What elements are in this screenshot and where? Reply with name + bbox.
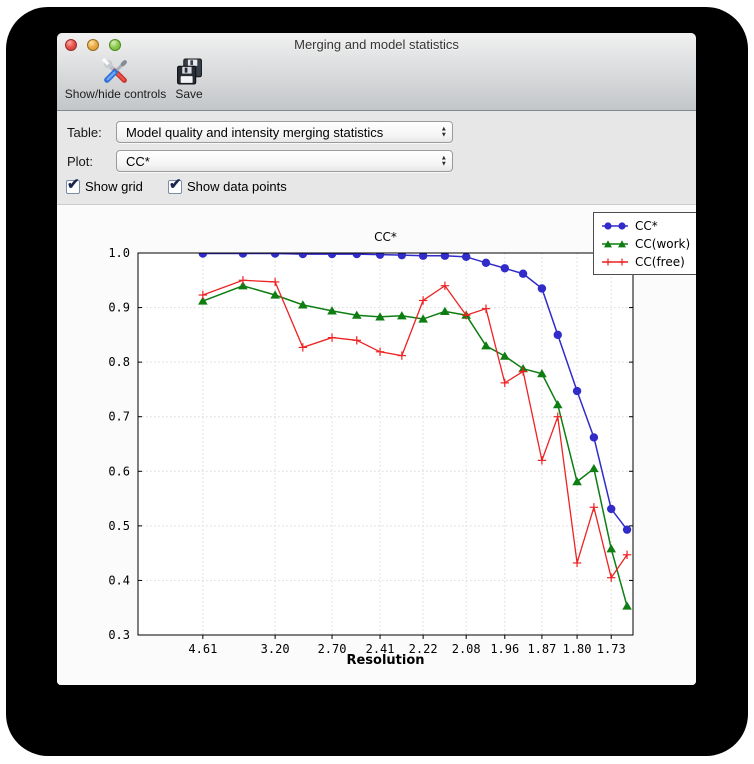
legend-marker	[602, 239, 628, 247]
x-axis-label: Resolution	[346, 653, 425, 668]
checkbox-show-data-points[interactable]: Show data points	[168, 179, 287, 194]
svg-text:0.5: 0.5	[108, 519, 130, 533]
svg-text:0.8: 0.8	[108, 355, 130, 369]
table-label: Table:	[67, 125, 102, 140]
chart-svg: 4.61 3.20 2.70 2.41 2.22 2.08 1.96 1.87 1.80 1.73…	[108, 246, 634, 656]
stepper-icon	[441, 156, 447, 167]
svg-text:1.73: 1.73	[597, 642, 626, 656]
check-icon	[66, 179, 80, 194]
tools-icon	[102, 58, 127, 83]
checkbox-show-grid[interactable]: Show grid	[66, 179, 143, 194]
legend-item: CC(work)	[600, 235, 690, 252]
zoom-button[interactable]	[109, 39, 121, 51]
toolbar-button-label: Save	[175, 87, 203, 101]
legend-marker	[602, 221, 628, 230]
legend: CC* CC(work) CC(free)	[593, 212, 696, 275]
legend-marker	[602, 258, 628, 265]
legend-label: CC(work)	[635, 236, 691, 251]
titlebar: Merging and model statistics	[57, 33, 696, 55]
svg-text:0.6: 0.6	[108, 464, 130, 478]
svg-text:1.80: 1.80	[563, 642, 592, 656]
checkbox-label: Show grid	[85, 179, 143, 194]
svg-text:0.9: 0.9	[108, 301, 130, 315]
svg-text:2.08: 2.08	[452, 642, 481, 656]
selected-plot-value: CC*	[126, 154, 150, 169]
toolbar-button-show-hide-controls[interactable]: Show/hide controls	[62, 58, 169, 101]
svg-text:2.41: 2.41	[366, 642, 395, 656]
svg-text:1.0: 1.0	[108, 246, 130, 260]
plot-title: CC*	[374, 230, 397, 244]
controls-panel: Table: Model quality and intensity mergi…	[57, 111, 696, 205]
svg-text:0.3: 0.3	[108, 628, 130, 642]
stepper-icon	[441, 127, 447, 138]
content-area: 4.61 3.20 2.70 2.41 2.22 2.08 1.96 1.87 1.80 1.73…	[57, 205, 696, 685]
check-icon	[168, 179, 182, 194]
plot-select[interactable]: CC*	[116, 150, 453, 172]
toolbar-button-label: Show/hide controls	[64, 87, 167, 101]
plot-label: Plot:	[67, 154, 94, 169]
app-window: Merging and model statistics Show/hide c…	[57, 33, 696, 685]
close-button[interactable]	[65, 39, 77, 51]
minimize-button[interactable]	[87, 39, 99, 51]
table-select[interactable]: Model quality and intensity merging stat…	[116, 121, 453, 143]
legend-label: CC(free)	[635, 254, 685, 269]
legend-item: CC*	[600, 217, 690, 234]
svg-text:4.61: 4.61	[188, 642, 217, 656]
toolbar-button-save[interactable]: Save	[171, 58, 207, 101]
svg-text:2.22: 2.22	[409, 642, 438, 656]
svg-text:3.20: 3.20	[261, 642, 290, 656]
window-title: Merging and model statistics	[294, 37, 459, 52]
save-icon	[176, 58, 202, 85]
svg-text:0.4: 0.4	[108, 573, 130, 587]
svg-text:2.70: 2.70	[318, 642, 347, 656]
svg-text:0.7: 0.7	[108, 410, 130, 424]
svg-text:1.96: 1.96	[490, 642, 519, 656]
legend-label: CC*	[635, 218, 658, 233]
window-chrome: Merging and model statistics Show/hide c…	[57, 33, 696, 111]
selected-table-value: Model quality and intensity merging stat…	[126, 125, 384, 140]
svg-text:1.87: 1.87	[527, 642, 556, 656]
legend-item: CC(free)	[600, 253, 690, 270]
checkbox-label: Show data points	[187, 179, 287, 194]
